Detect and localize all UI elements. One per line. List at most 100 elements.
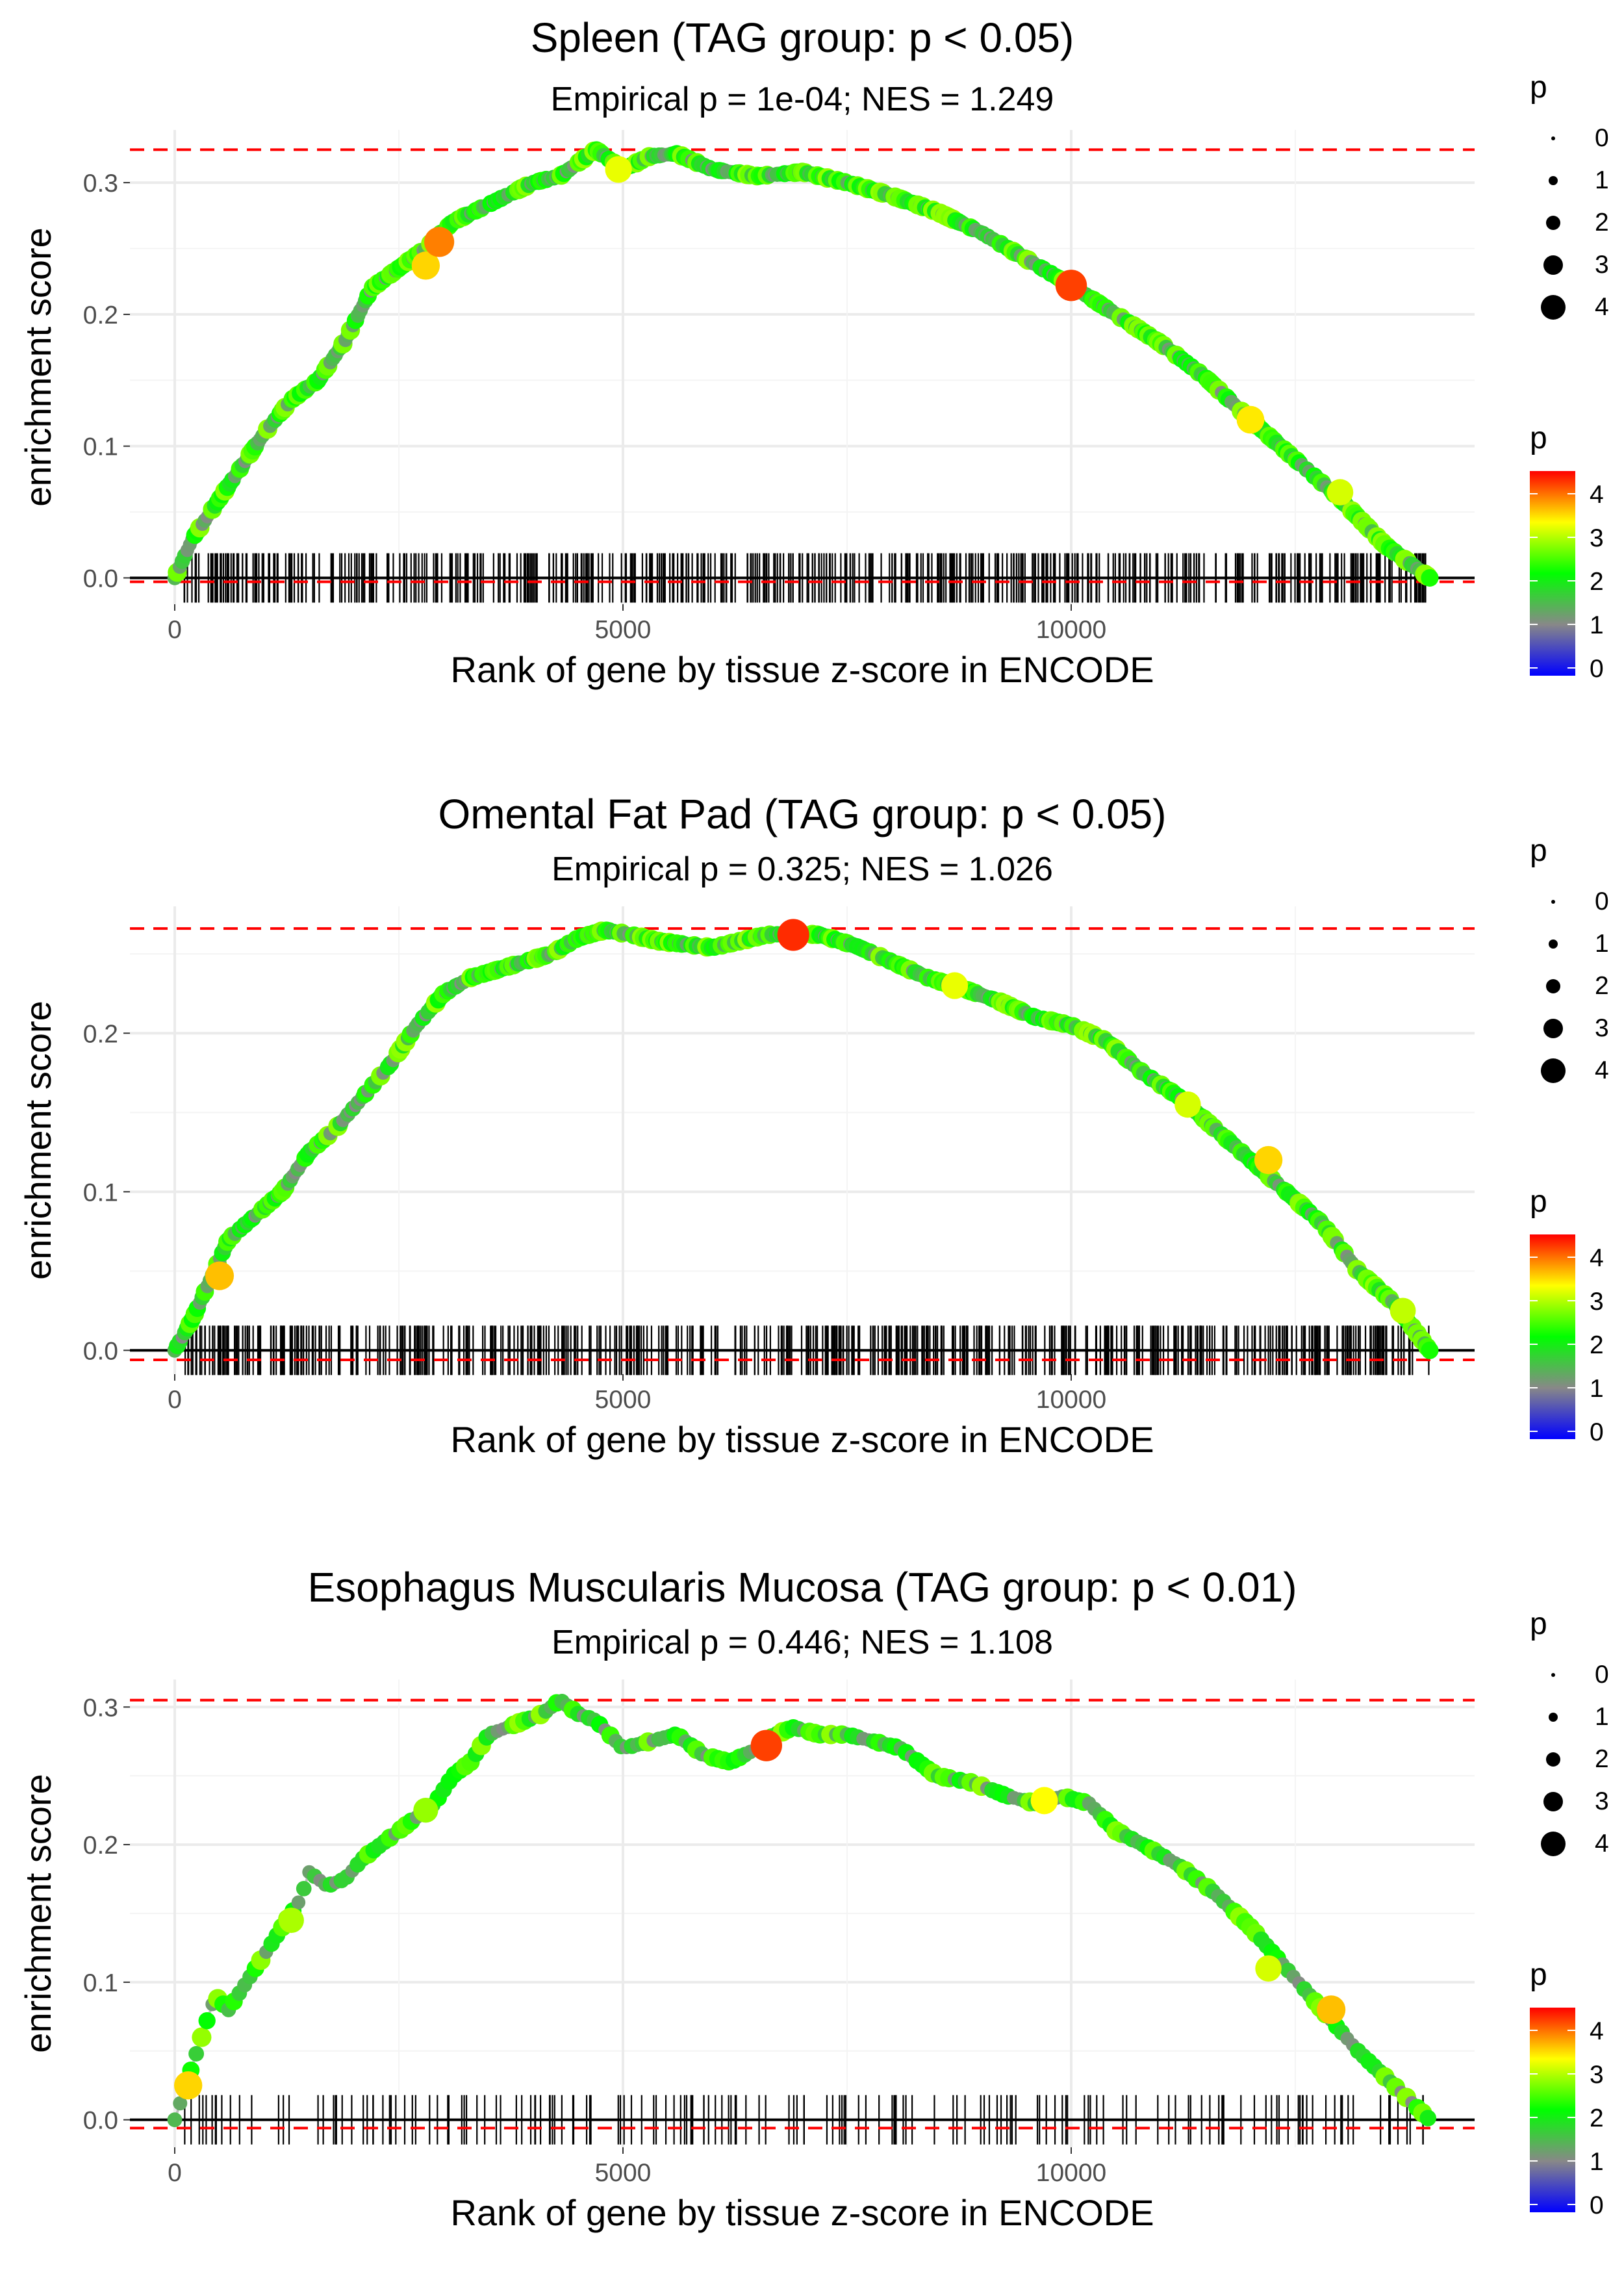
size-legend-label: 2 xyxy=(1595,972,1609,1000)
color-legend-label: 3 xyxy=(1590,2061,1604,2089)
size-legend-label: 4 xyxy=(1595,293,1609,321)
x-tick-label: 0 xyxy=(168,616,182,644)
size-legend-label: 0 xyxy=(1595,1661,1609,1689)
curve-point xyxy=(167,2112,183,2128)
chart-panel-2: Omental Fat Pad (TAG group: p < 0.05) Emp… xyxy=(18,791,1609,1460)
x-axis-title: Rank of gene by tissue z-score in ENCODE xyxy=(450,1419,1154,1460)
y-tick-label: 0.1 xyxy=(83,1179,118,1207)
highlight-point xyxy=(1030,1787,1058,1815)
x-axis-title: Rank of gene by tissue z-score in ENCODE xyxy=(450,649,1154,690)
curve-point xyxy=(188,2046,205,2062)
highlight-point xyxy=(413,1798,438,1823)
highlight-point xyxy=(750,1730,783,1761)
highlight-point xyxy=(777,919,809,951)
enrichment-curve xyxy=(173,928,1431,1351)
enrichment-curve xyxy=(173,147,1431,580)
color-legend-label: 2 xyxy=(1590,568,1604,596)
x-tick-label: 10000 xyxy=(1036,2159,1106,2187)
size-legend-dot xyxy=(1546,1752,1560,1767)
size-legend-dot xyxy=(1541,1832,1566,1856)
size-legend-dot xyxy=(1551,900,1555,904)
chart-title: Esophagus Muscularis Mucosa (TAG group: … xyxy=(307,1564,1297,1611)
chart-panel-3: Esophagus Muscularis Mucosa (TAG group: … xyxy=(18,1564,1609,2233)
size-legend-dot xyxy=(1543,255,1563,275)
y-tick-label: 0.1 xyxy=(83,1969,118,1997)
x-tick-label: 10000 xyxy=(1036,616,1106,644)
highlight-point xyxy=(411,251,440,280)
highlight-point xyxy=(1254,1145,1283,1175)
highlight-point xyxy=(1389,1297,1416,1324)
color-legend-bar xyxy=(1530,2008,1575,2212)
size-legend-dot xyxy=(1541,295,1566,320)
color-legend-label: 1 xyxy=(1590,611,1604,639)
color-legend-label: 3 xyxy=(1590,1288,1604,1316)
y-tick-label: 0.0 xyxy=(83,2107,118,2135)
size-legend-dot xyxy=(1551,136,1555,140)
curve-point xyxy=(1421,568,1439,587)
chart-subtitle: Empirical p = 1e-04; NES = 1.249 xyxy=(551,81,1054,118)
y-axis-title: enrichment score xyxy=(18,1774,58,2053)
size-legend-title: p xyxy=(1530,70,1547,105)
curve-point xyxy=(198,2012,216,2030)
size-legend-label: 0 xyxy=(1595,888,1609,915)
size-legend-dot xyxy=(1543,1792,1563,1811)
color-legend-title: p xyxy=(1530,1958,1547,1992)
legend-1: p 0 1 2 3 4 p 0 1 2 3 4 xyxy=(1530,70,1609,683)
size-legend-label: 2 xyxy=(1595,209,1609,236)
y-tick-label: 0.3 xyxy=(83,170,118,198)
size-legend-label: 1 xyxy=(1595,166,1609,194)
highlight-point xyxy=(1317,1995,1346,2025)
size-legend-dot xyxy=(1549,939,1558,949)
legend-3: p 0 1 2 3 4 p 0 1 2 3 4 xyxy=(1530,1607,1609,2219)
size-legend-dot xyxy=(1551,1673,1555,1677)
color-legend-label: 4 xyxy=(1590,1244,1604,1272)
size-legend-dot xyxy=(1549,176,1558,185)
curve-point xyxy=(192,2027,212,2047)
size-legend-label: 2 xyxy=(1595,1745,1609,1773)
y-axis-title: enrichment score xyxy=(18,1001,58,1280)
highlight-point xyxy=(1055,270,1087,301)
size-legend-dot xyxy=(1546,979,1560,993)
size-legend-label: 1 xyxy=(1595,1703,1609,1731)
y-tick-label: 0.3 xyxy=(83,1694,118,1722)
color-legend-label: 0 xyxy=(1590,1418,1604,1446)
color-legend-label: 1 xyxy=(1590,1375,1604,1403)
y-tick-label: 0.1 xyxy=(83,433,118,461)
highlight-point xyxy=(605,156,632,183)
curve-points xyxy=(167,1694,1437,2128)
y-tick-label: 0.0 xyxy=(83,565,118,593)
size-legend-label: 1 xyxy=(1595,930,1609,958)
color-legend-label: 2 xyxy=(1590,1331,1604,1359)
gridlines xyxy=(130,1680,1475,2147)
x-tick-label: 5000 xyxy=(595,616,652,644)
color-legend-bar xyxy=(1530,1234,1575,1439)
color-legend-label: 1 xyxy=(1590,2148,1604,2176)
curve-point xyxy=(1419,2110,1437,2127)
chart-subtitle: Empirical p = 0.446; NES = 1.108 xyxy=(552,1624,1053,1661)
color-legend-label: 0 xyxy=(1590,655,1604,683)
highlight-point xyxy=(174,2071,203,2100)
y-tick-label: 0.2 xyxy=(83,1832,118,1859)
color-legend-title: p xyxy=(1530,421,1547,455)
color-legend-bar xyxy=(1530,471,1575,676)
color-legend-label: 0 xyxy=(1590,2191,1604,2219)
chart-panel-1: Spleen (TAG group: p < 0.05) Empirical p … xyxy=(18,14,1609,690)
size-legend-label: 3 xyxy=(1595,1787,1609,1815)
chart-title: Omental Fat Pad (TAG group: p < 0.05) xyxy=(438,791,1166,837)
curve-points xyxy=(167,919,1439,1359)
legend-2: p 0 1 2 3 4 p 0 1 2 3 4 xyxy=(1530,834,1609,1446)
color-legend-label: 3 xyxy=(1590,524,1604,552)
color-legend-label: 2 xyxy=(1590,2104,1604,2132)
size-legend-dot xyxy=(1549,1713,1558,1722)
size-legend-label: 4 xyxy=(1595,1056,1609,1084)
x-tick-label: 0 xyxy=(168,1386,182,1414)
y-tick-label: 0.2 xyxy=(83,1020,118,1048)
x-tick-label: 5000 xyxy=(595,1386,652,1414)
color-legend-label: 4 xyxy=(1590,2017,1604,2045)
chart-title: Spleen (TAG group: p < 0.05) xyxy=(531,14,1074,61)
size-legend-label: 4 xyxy=(1595,1830,1609,1858)
highlight-point xyxy=(205,1261,235,1290)
size-legend-label: 3 xyxy=(1595,251,1609,279)
size-legend-title: p xyxy=(1530,1607,1547,1641)
